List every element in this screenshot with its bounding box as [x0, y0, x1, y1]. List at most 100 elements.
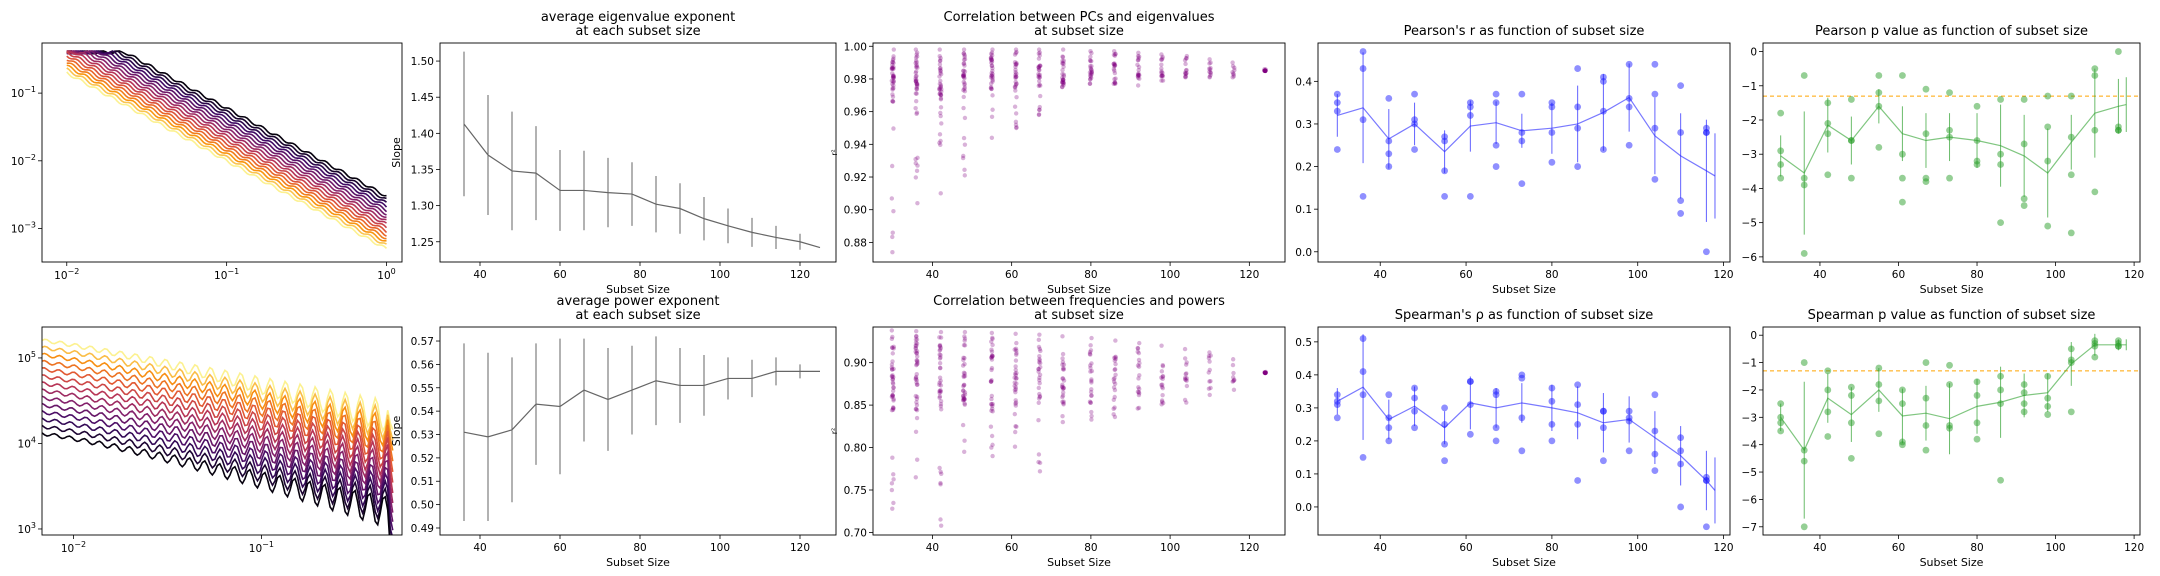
data-point — [1059, 80, 1065, 85]
data-point — [1060, 60, 1065, 65]
data-point — [1060, 54, 1065, 59]
x-tick-label: 100 — [2046, 542, 2066, 554]
data-point — [1231, 370, 1236, 376]
data-point — [889, 345, 895, 350]
data-point — [914, 334, 919, 339]
data-point — [1899, 441, 1906, 449]
data-point — [1777, 147, 1785, 155]
data-point — [937, 87, 942, 92]
data-point — [1160, 374, 1165, 380]
spectrum-line — [66, 50, 387, 224]
data-point — [1518, 90, 1526, 98]
data-point — [913, 74, 919, 79]
data-point — [1441, 133, 1448, 141]
data-point — [891, 406, 896, 411]
data-point — [1574, 65, 1582, 72]
data-point — [1548, 397, 1556, 405]
data-point — [891, 406, 896, 411]
data-point — [937, 390, 942, 396]
x-tick-label: 60 — [1892, 542, 1905, 554]
x-tick-label: 100 — [2046, 269, 2066, 281]
data-point — [1677, 82, 1685, 90]
x-tick-label: 100 — [710, 269, 730, 281]
data-point — [989, 73, 994, 78]
data-point — [990, 401, 995, 407]
data-point — [915, 359, 920, 364]
data-point — [1037, 104, 1042, 110]
data-point — [890, 380, 896, 385]
chart-title: Pearson's r as function of subset size — [1404, 24, 1645, 39]
data-point — [914, 52, 919, 57]
data-point — [914, 362, 919, 368]
data-point — [1359, 116, 1367, 124]
data-point — [1231, 378, 1237, 383]
data-point — [961, 72, 967, 77]
data-point — [2020, 381, 2028, 388]
data-point — [1060, 362, 1065, 367]
data-point — [938, 92, 944, 98]
data-point — [1548, 437, 1556, 445]
data-point — [890, 59, 895, 65]
data-point — [1089, 69, 1094, 74]
data-point — [1061, 72, 1067, 77]
data-point — [915, 65, 920, 70]
data-point — [1061, 74, 1067, 79]
data-point — [988, 379, 994, 384]
data-point — [1088, 363, 1093, 368]
data-point — [891, 500, 896, 506]
data-point — [1847, 419, 1855, 427]
data-point — [2091, 342, 2099, 350]
data-point — [962, 56, 968, 62]
x-tick-label: 40 — [1813, 542, 1826, 554]
data-point — [1112, 62, 1117, 68]
data-point — [1206, 386, 1212, 391]
data-point — [1574, 103, 1582, 111]
data-point — [2091, 353, 2099, 361]
data-point — [989, 57, 994, 63]
data-point — [939, 121, 944, 126]
data-point — [1089, 409, 1094, 415]
data-point — [1441, 457, 1448, 465]
data-point — [1973, 392, 1981, 399]
data-point — [962, 371, 967, 376]
data-point — [889, 196, 895, 201]
data-point — [1847, 137, 1855, 144]
data-point — [1997, 219, 2004, 227]
data-point — [913, 79, 919, 84]
data-point — [1013, 398, 1018, 403]
data-point — [1089, 377, 1094, 382]
data-point — [1651, 467, 1659, 475]
data-point — [989, 433, 995, 439]
data-point — [938, 404, 944, 409]
data-point — [1875, 72, 1883, 79]
data-point — [1089, 67, 1094, 72]
chart-title: Correlation between PCs and eigenvalues a… — [944, 10, 1215, 39]
data-point — [1060, 384, 1065, 390]
data-point — [1208, 353, 1213, 358]
data-point — [1060, 367, 1066, 372]
data-point — [990, 353, 995, 359]
data-point — [938, 113, 943, 119]
data-point — [1012, 375, 1017, 380]
y-tick-label: 0.50 — [411, 500, 434, 512]
data-point — [989, 355, 994, 360]
data-point — [1112, 81, 1118, 87]
data-point — [1159, 69, 1164, 74]
data-point — [1136, 64, 1142, 70]
data-point — [1113, 357, 1118, 362]
data-point — [890, 373, 895, 378]
data-point — [1060, 80, 1065, 85]
data-point — [913, 161, 918, 166]
data-point — [891, 126, 896, 131]
data-point — [1112, 63, 1117, 68]
data-point — [1160, 385, 1165, 391]
data-point — [914, 348, 920, 354]
data-point — [1137, 386, 1142, 392]
data-point — [1466, 401, 1474, 408]
data-point — [1230, 362, 1236, 368]
data-point — [1875, 381, 1883, 388]
data-point — [1548, 99, 1556, 107]
data-point — [1136, 67, 1141, 73]
data-point — [1183, 74, 1189, 79]
data-point — [1013, 389, 1018, 395]
